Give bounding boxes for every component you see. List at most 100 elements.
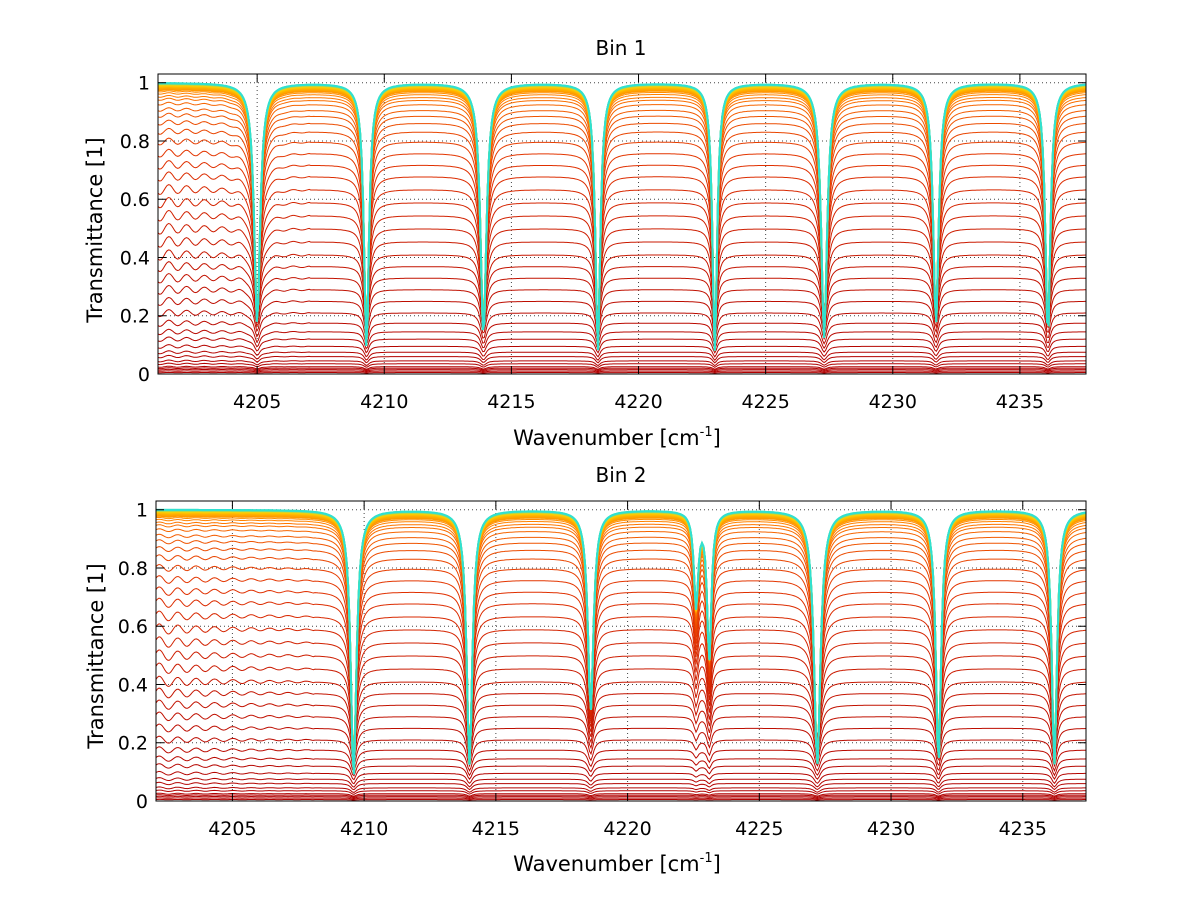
series-line xyxy=(155,610,1087,745)
series-line xyxy=(155,649,1087,745)
series-line xyxy=(157,359,1086,367)
series-line xyxy=(157,362,1086,368)
series-line xyxy=(155,770,1086,785)
series-line xyxy=(155,789,1086,795)
series-line xyxy=(155,723,1087,764)
tick-marks xyxy=(156,501,1086,802)
x-tick-label: 4215 xyxy=(487,391,535,413)
series-group xyxy=(155,508,1087,801)
y-tick-label: 0.4 xyxy=(120,247,150,269)
x-axis-label: Wavenumber [cm-1] xyxy=(513,425,721,450)
series-line xyxy=(155,575,1087,750)
series-line xyxy=(157,296,1086,337)
series-line xyxy=(155,533,1087,763)
series-line xyxy=(155,687,1087,752)
series-line xyxy=(157,371,1086,374)
series-line xyxy=(156,798,1086,801)
series-line xyxy=(157,328,1086,351)
series-line xyxy=(157,196,1087,319)
series-line xyxy=(157,336,1086,354)
series-line xyxy=(157,261,1087,325)
x-tick-labels: 4205 4210 4215 4220 4225 4230 4235 xyxy=(233,391,1044,413)
x-axis-label-superscript: -1 xyxy=(700,851,713,866)
series-line xyxy=(157,309,1086,342)
series-line xyxy=(157,171,1087,321)
x-axis-label-text: Wavenumber [cm xyxy=(513,426,699,450)
series-line xyxy=(157,222,1086,319)
series-line xyxy=(157,350,1086,361)
series-line xyxy=(155,539,1087,761)
series-line xyxy=(157,344,1086,358)
x-tick-label: 4210 xyxy=(340,818,388,840)
y-tick-label: 0.8 xyxy=(120,131,150,153)
plot-area xyxy=(155,500,1087,802)
x-tick-label: 4215 xyxy=(472,818,520,840)
series-line xyxy=(155,711,1086,760)
x-axis-label-superscript: -1 xyxy=(700,425,713,440)
x-tick-label: 4230 xyxy=(869,391,917,413)
axes-frame xyxy=(157,73,1087,375)
series-line xyxy=(155,636,1087,744)
x-tick-label: 4225 xyxy=(735,818,783,840)
x-tick-label: 4230 xyxy=(867,818,915,840)
series-line xyxy=(157,236,1087,321)
y-tick-labels: 0 0.2 0.4 0.6 0.8 1 xyxy=(118,500,148,813)
x-tick-label: 4210 xyxy=(360,391,408,413)
y-tick-label: 0 xyxy=(138,364,150,386)
series-line xyxy=(157,319,1086,347)
series-line xyxy=(155,675,1086,749)
y-tick-label: 0 xyxy=(136,791,148,813)
x-tick-label: 4205 xyxy=(233,391,281,413)
series-line xyxy=(157,354,1086,364)
x-tick-label: 4235 xyxy=(996,391,1044,413)
series-line xyxy=(155,755,1087,777)
y-tick-label: 0.2 xyxy=(118,733,148,755)
series-line xyxy=(155,597,1087,746)
series-line xyxy=(155,781,1086,791)
tick-marks xyxy=(158,74,1086,375)
chart-bin-2: Bin 2 4205 4210 4215 4220 4225 4230 4235 00.20… xyxy=(84,463,1087,876)
axes-frame xyxy=(155,500,1087,802)
y-tick-labels: 0 0.2 0.4 0.6 0.8 1 xyxy=(120,73,150,386)
y-tick-label: 0.2 xyxy=(120,306,150,328)
series-line xyxy=(155,786,1086,793)
series-line xyxy=(155,662,1087,747)
series-line xyxy=(155,623,1087,744)
series-line xyxy=(155,795,1086,799)
series-line xyxy=(157,273,1086,328)
series-line xyxy=(157,209,1086,319)
y-tick-label: 1 xyxy=(136,500,148,522)
y-tick-label: 0.4 xyxy=(118,674,148,696)
y-tick-label: 0.6 xyxy=(120,189,150,211)
x-tick-label: 4235 xyxy=(999,818,1047,840)
series-line xyxy=(155,763,1086,781)
series-line xyxy=(157,249,1087,323)
y-tick-label: 0.8 xyxy=(118,558,148,580)
chart-title: Bin 2 xyxy=(595,463,646,487)
x-tick-label: 4205 xyxy=(208,818,256,840)
series-line xyxy=(155,797,1086,800)
x-tick-label: 4220 xyxy=(614,391,662,413)
series-line xyxy=(155,777,1086,788)
x-axis-label-bracket: ] xyxy=(713,426,721,450)
x-axis-label-text: Wavenumber [cm xyxy=(513,852,699,876)
y-tick-label: 0.6 xyxy=(118,616,148,638)
series-line xyxy=(155,794,1086,798)
series-line xyxy=(157,367,1086,371)
series-line xyxy=(155,563,1087,753)
series-line xyxy=(155,746,1086,773)
series-line xyxy=(158,370,1086,373)
series-line xyxy=(155,554,1087,756)
series-line xyxy=(155,586,1087,748)
series-line xyxy=(157,184,1087,319)
x-tick-labels: 4205 4210 4215 4220 4225 4230 4235 xyxy=(208,818,1047,840)
series-line xyxy=(157,160,1086,323)
series-line xyxy=(155,546,1087,758)
y-tick-label: 1 xyxy=(138,73,150,95)
series-group xyxy=(157,82,1087,374)
series-line xyxy=(157,284,1086,332)
series-line xyxy=(155,699,1086,755)
chart-title: Bin 1 xyxy=(595,36,646,60)
